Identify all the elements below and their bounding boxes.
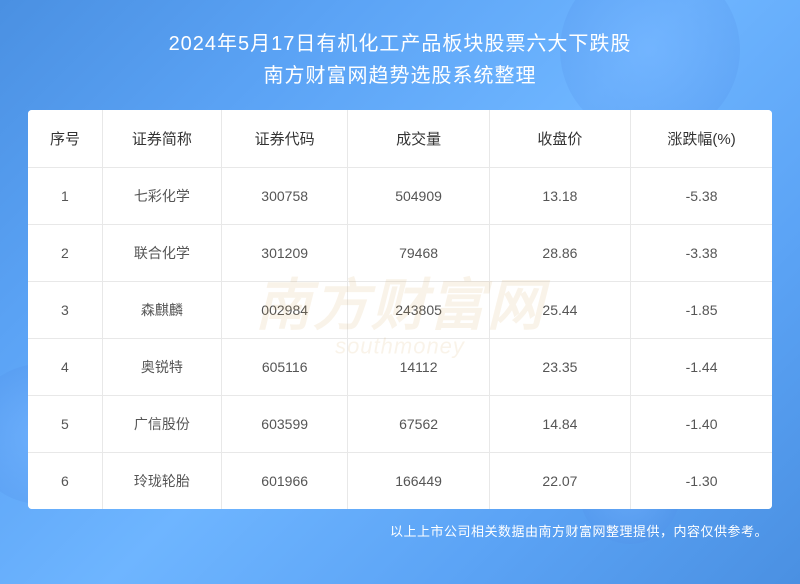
table-wrapper: 南方财富网 southmoney 序号 证券简称 证券代码 成交量 收盘价 涨跌… (28, 110, 772, 509)
col-header-index: 序号 (28, 110, 102, 168)
cell-index: 2 (28, 225, 102, 282)
cell-code: 301209 (221, 225, 347, 282)
table-row: 5 广信股份 603599 67562 14.84 -1.40 (28, 396, 772, 453)
col-header-close: 收盘价 (489, 110, 630, 168)
table-row: 6 玲珑轮胎 601966 166449 22.07 -1.30 (28, 453, 772, 510)
cell-close: 13.18 (489, 168, 630, 225)
cell-code: 601966 (221, 453, 347, 510)
cell-name: 奥锐特 (102, 339, 221, 396)
cell-volume: 67562 (348, 396, 489, 453)
table-row: 3 森麒麟 002984 243805 25.44 -1.85 (28, 282, 772, 339)
cell-index: 1 (28, 168, 102, 225)
col-header-volume: 成交量 (348, 110, 489, 168)
cell-change: -1.85 (631, 282, 772, 339)
title-line-2: 南方财富网趋势选股系统整理 (28, 60, 772, 92)
cell-close: 23.35 (489, 339, 630, 396)
cell-name: 广信股份 (102, 396, 221, 453)
cell-index: 4 (28, 339, 102, 396)
page-container: 2024年5月17日有机化工产品板块股票六大下跌股 南方财富网趋势选股系统整理 … (0, 0, 800, 584)
cell-name: 七彩化学 (102, 168, 221, 225)
cell-name: 玲珑轮胎 (102, 453, 221, 510)
cell-change: -3.38 (631, 225, 772, 282)
cell-volume: 166449 (348, 453, 489, 510)
cell-close: 22.07 (489, 453, 630, 510)
cell-close: 14.84 (489, 396, 630, 453)
title-line-1: 2024年5月17日有机化工产品板块股票六大下跌股 (28, 28, 772, 60)
cell-code: 603599 (221, 396, 347, 453)
cell-volume: 243805 (348, 282, 489, 339)
table-header-row: 序号 证券简称 证券代码 成交量 收盘价 涨跌幅(%) (28, 110, 772, 168)
cell-code: 605116 (221, 339, 347, 396)
table-row: 2 联合化学 301209 79468 28.86 -3.38 (28, 225, 772, 282)
table-body: 1 七彩化学 300758 504909 13.18 -5.38 2 联合化学 … (28, 168, 772, 510)
cell-name: 联合化学 (102, 225, 221, 282)
cell-index: 3 (28, 282, 102, 339)
table-row: 4 奥锐特 605116 14112 23.35 -1.44 (28, 339, 772, 396)
cell-change: -1.44 (631, 339, 772, 396)
cell-name: 森麒麟 (102, 282, 221, 339)
table-row: 1 七彩化学 300758 504909 13.18 -5.38 (28, 168, 772, 225)
cell-close: 25.44 (489, 282, 630, 339)
cell-change: -1.40 (631, 396, 772, 453)
col-header-change: 涨跌幅(%) (631, 110, 772, 168)
col-header-code: 证券代码 (221, 110, 347, 168)
cell-volume: 504909 (348, 168, 489, 225)
cell-index: 6 (28, 453, 102, 510)
cell-volume: 14112 (348, 339, 489, 396)
cell-code: 300758 (221, 168, 347, 225)
cell-code: 002984 (221, 282, 347, 339)
cell-close: 28.86 (489, 225, 630, 282)
page-footer: 以上上市公司相关数据由南方财富网整理提供，内容仅供参考。 (28, 509, 772, 540)
cell-volume: 79468 (348, 225, 489, 282)
cell-change: -5.38 (631, 168, 772, 225)
cell-index: 5 (28, 396, 102, 453)
col-header-name: 证券简称 (102, 110, 221, 168)
cell-change: -1.30 (631, 453, 772, 510)
stock-table: 序号 证券简称 证券代码 成交量 收盘价 涨跌幅(%) 1 七彩化学 30075… (28, 110, 772, 509)
page-header: 2024年5月17日有机化工产品板块股票六大下跌股 南方财富网趋势选股系统整理 (28, 20, 772, 110)
